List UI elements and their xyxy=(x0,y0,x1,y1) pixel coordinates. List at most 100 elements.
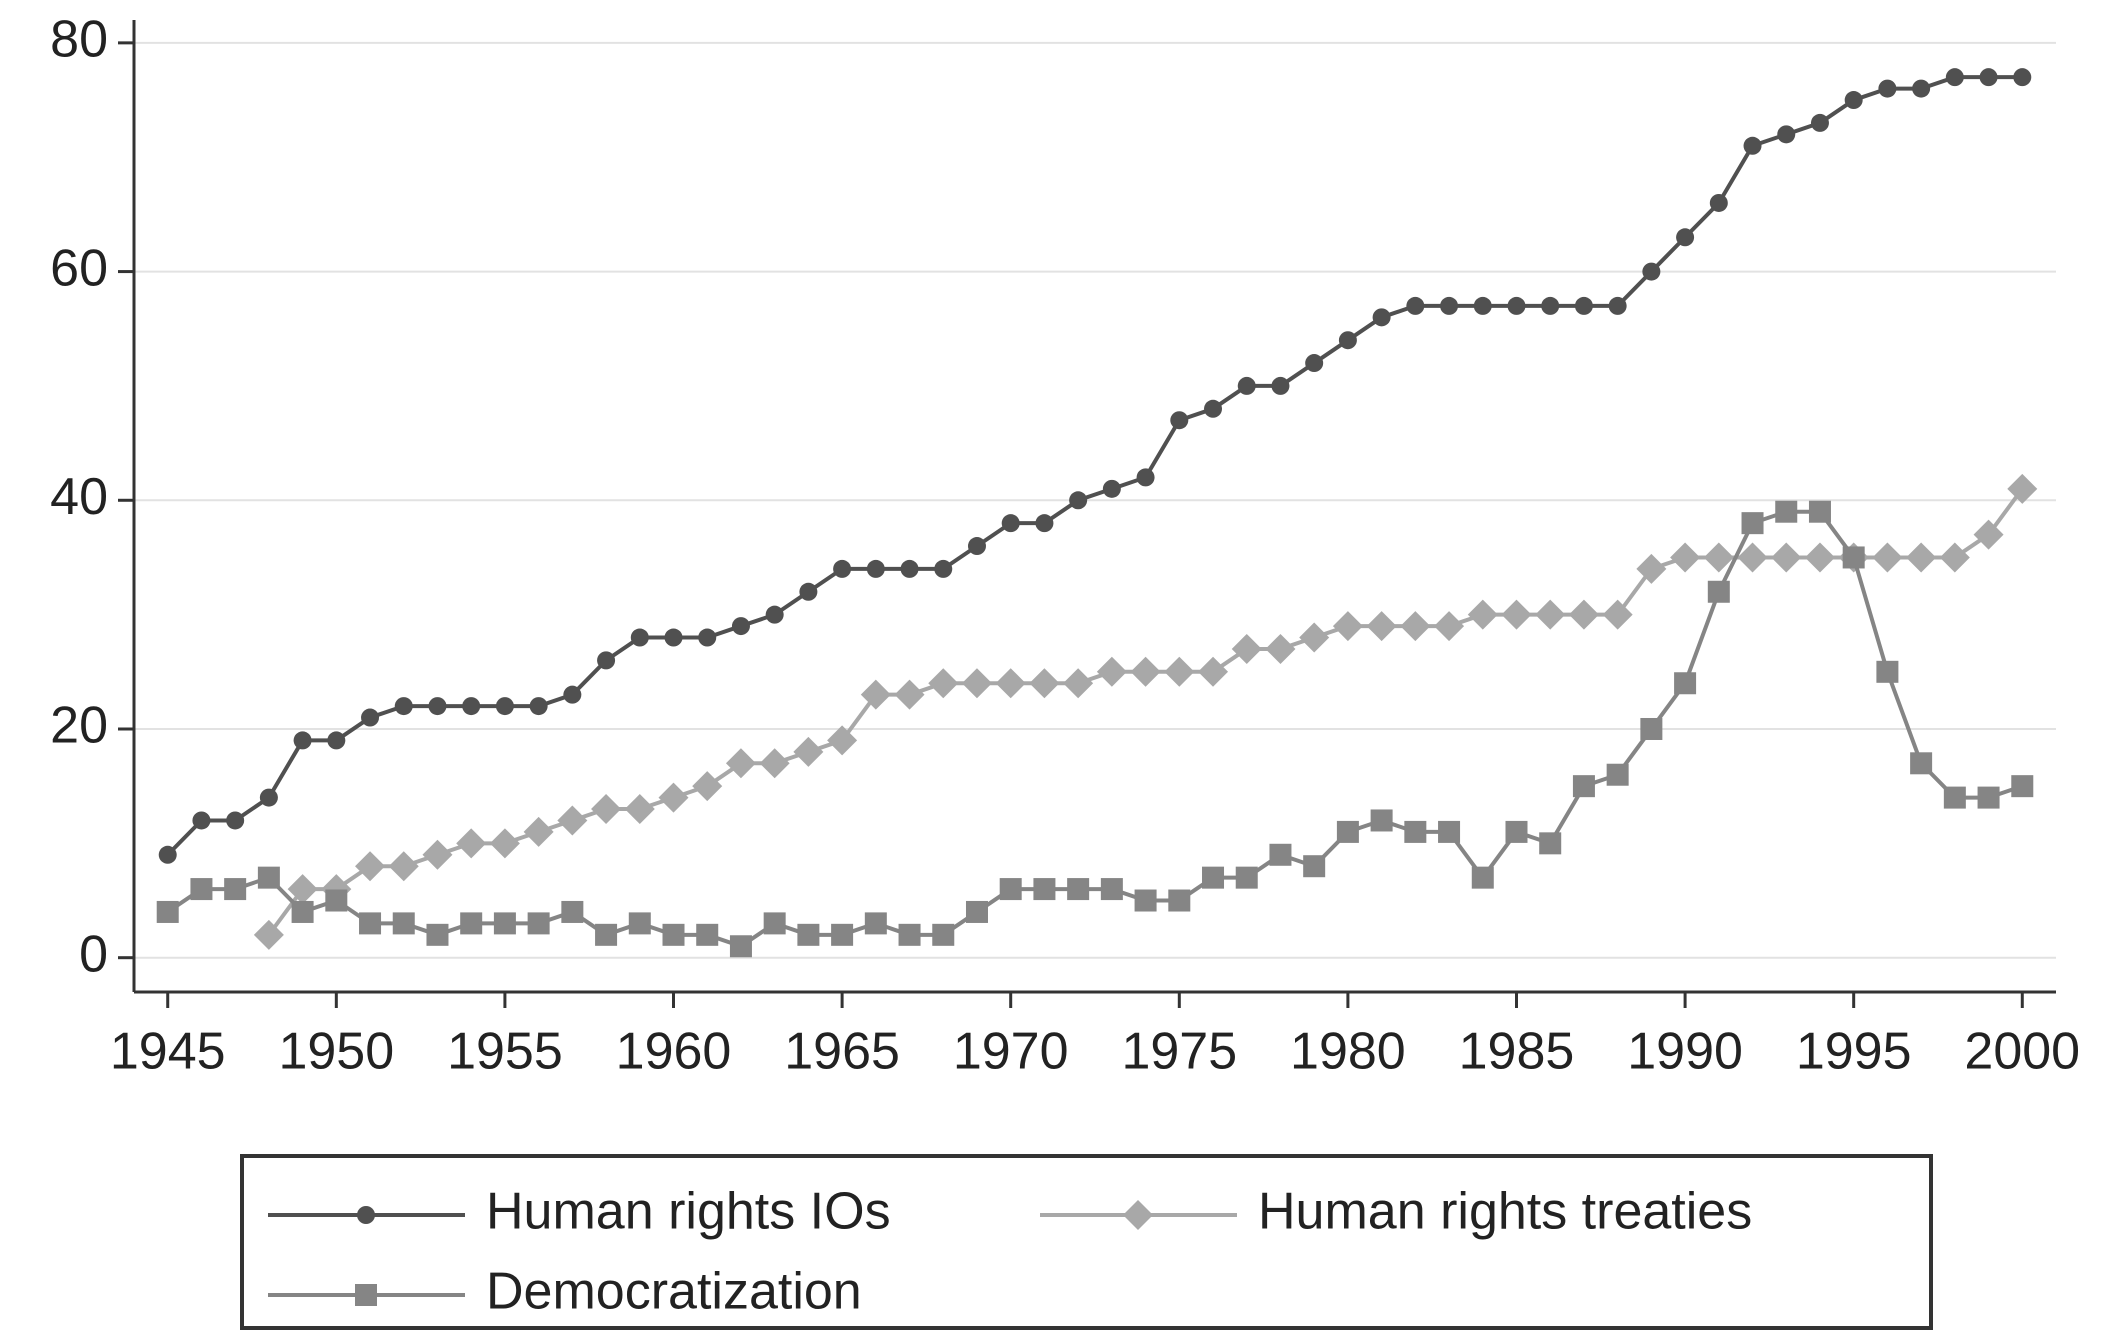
data-point xyxy=(557,805,588,836)
data-point xyxy=(1606,763,1629,786)
data-point xyxy=(456,828,487,859)
legend-box xyxy=(240,1154,1933,1330)
data-point xyxy=(934,559,953,578)
data-point xyxy=(1372,308,1391,327)
x-tick-label: 1950 xyxy=(278,1023,394,1081)
data-point xyxy=(664,628,683,647)
data-point xyxy=(1202,866,1225,889)
data-point xyxy=(1676,228,1695,247)
data-point xyxy=(1878,79,1897,98)
data-point xyxy=(1303,855,1326,878)
data-point xyxy=(759,748,790,779)
data-point xyxy=(355,851,386,882)
y-tick-label: 80 xyxy=(50,11,108,69)
data-point xyxy=(1810,113,1829,132)
data-point xyxy=(1945,68,1964,87)
data-point xyxy=(1741,512,1764,535)
data-point xyxy=(1707,580,1730,603)
data-point xyxy=(692,771,723,802)
data-point xyxy=(1063,668,1094,699)
data-point xyxy=(628,912,651,935)
data-point xyxy=(1471,866,1494,889)
data-point xyxy=(1906,542,1937,573)
data-point xyxy=(827,725,858,756)
data-point xyxy=(1299,622,1330,653)
x-tick-label: 1995 xyxy=(1796,1023,1912,1081)
data-point xyxy=(529,697,548,716)
data-point xyxy=(1164,656,1195,687)
data-point xyxy=(1743,136,1762,155)
data-point xyxy=(1539,832,1562,855)
data-point xyxy=(797,923,820,946)
data-point xyxy=(731,617,750,636)
data-point xyxy=(1501,599,1532,630)
data-point xyxy=(1035,514,1054,533)
data-point xyxy=(293,731,312,750)
data-point xyxy=(1572,775,1595,798)
data-point xyxy=(765,605,784,624)
data-point xyxy=(1842,546,1865,569)
data-point xyxy=(224,878,247,901)
data-point xyxy=(563,685,582,704)
data-point xyxy=(1636,553,1667,584)
data-point xyxy=(1033,878,1056,901)
data-point xyxy=(527,912,550,935)
data-point xyxy=(894,679,925,710)
data-point xyxy=(394,697,413,716)
data-point xyxy=(1804,542,1835,573)
data-point xyxy=(1271,376,1290,395)
data-point xyxy=(729,935,752,958)
data-point xyxy=(900,559,919,578)
x-tick-label: 1970 xyxy=(953,1023,1069,1081)
data-point xyxy=(1973,519,2004,550)
data-point xyxy=(1541,296,1560,315)
data-point xyxy=(462,697,481,716)
data-point xyxy=(1872,542,1903,573)
data-point xyxy=(257,866,280,889)
data-point xyxy=(1069,491,1088,510)
data-point xyxy=(1876,660,1899,683)
data-point xyxy=(253,919,284,950)
data-point xyxy=(359,912,382,935)
data-point xyxy=(866,559,885,578)
data-point xyxy=(725,748,756,779)
data-point xyxy=(1370,809,1393,832)
x-tick-label: 1955 xyxy=(447,1023,563,1081)
data-point xyxy=(1136,468,1155,487)
x-tick-label: 1975 xyxy=(1121,1023,1237,1081)
data-point xyxy=(1535,599,1566,630)
data-point xyxy=(392,912,415,935)
data-point xyxy=(2013,68,2032,87)
data-point xyxy=(158,845,177,864)
data-point xyxy=(1602,599,1633,630)
data-point xyxy=(428,697,447,716)
data-point xyxy=(597,651,616,670)
data-point xyxy=(259,788,278,807)
data-point xyxy=(1168,889,1191,912)
legend-label: Human rights IOs xyxy=(486,1183,891,1241)
data-point xyxy=(1067,878,1090,901)
data-point xyxy=(325,889,348,912)
data-point xyxy=(1844,91,1863,110)
data-point xyxy=(495,697,514,716)
data-point xyxy=(291,900,314,923)
y-tick-label: 60 xyxy=(50,239,108,297)
x-tick-label: 1990 xyxy=(1627,1023,1743,1081)
data-point xyxy=(1640,717,1663,740)
data-point xyxy=(1473,296,1492,315)
data-point xyxy=(1404,820,1427,843)
data-point xyxy=(860,679,891,710)
data-point xyxy=(1703,542,1734,573)
data-point xyxy=(1265,633,1296,664)
data-point xyxy=(1670,542,1701,573)
data-point xyxy=(1204,399,1223,418)
data-point xyxy=(1237,376,1256,395)
data-point xyxy=(591,794,622,825)
data-point xyxy=(1366,611,1397,642)
data-point xyxy=(1505,820,1528,843)
data-point xyxy=(1709,193,1728,212)
data-point xyxy=(1608,296,1627,315)
data-point xyxy=(1808,500,1831,523)
data-point xyxy=(1775,500,1798,523)
